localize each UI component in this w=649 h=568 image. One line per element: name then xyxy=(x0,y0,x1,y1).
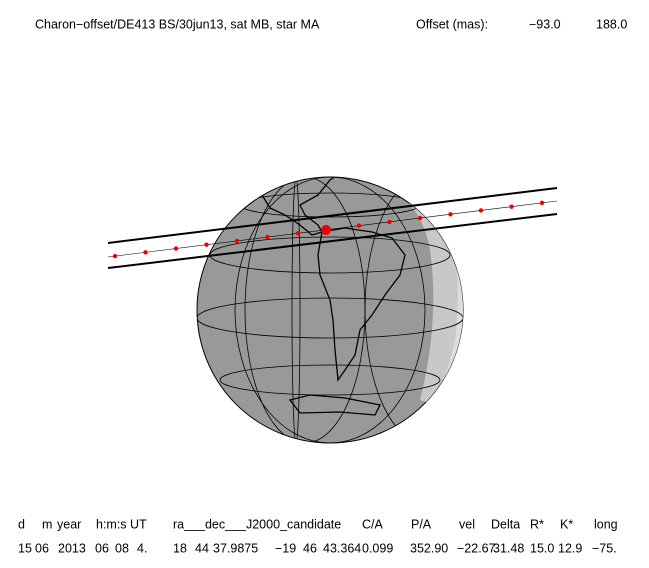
center-point xyxy=(143,250,148,255)
column-header: Delta xyxy=(491,517,520,531)
offset-value: 188.0 xyxy=(596,17,627,31)
center-point xyxy=(417,215,423,221)
table-cell: −19 xyxy=(275,541,296,555)
closest-point xyxy=(321,225,331,235)
table-cell: 0.099 xyxy=(362,541,393,555)
table-cell: 12.9 xyxy=(558,541,582,555)
center-point xyxy=(234,238,240,244)
table-cell: 31.48 xyxy=(493,541,524,555)
center-point xyxy=(173,246,179,251)
center-point xyxy=(295,231,301,236)
table-cell: 06 xyxy=(35,541,49,555)
table-cell: 352.90 xyxy=(410,541,448,555)
column-header: ra___dec___J2000_candidate xyxy=(173,517,341,531)
offset-label: Offset (mas): xyxy=(416,17,488,31)
column-header: h:m:s UT xyxy=(96,517,147,531)
table-cell: 46 xyxy=(303,541,317,555)
column-header: R* xyxy=(530,517,544,531)
column-header: K* xyxy=(560,517,573,531)
center-point xyxy=(539,200,545,206)
center-points xyxy=(112,200,545,259)
offset-value: −93.0 xyxy=(529,17,561,31)
table-cell: 18 xyxy=(173,541,187,555)
table-cell: 15 xyxy=(18,541,32,555)
center-point xyxy=(265,234,270,240)
table-cell: −75. xyxy=(592,541,617,555)
center-point xyxy=(448,212,453,217)
column-header: year xyxy=(57,517,81,531)
column-header: long xyxy=(594,517,618,531)
table-cell: 06 xyxy=(95,541,109,555)
column-header: m xyxy=(42,517,52,531)
event-table: d m year h:m:s UT ra___dec___J2000_candidate… xyxy=(18,517,618,555)
path-limit xyxy=(107,187,558,244)
center-point xyxy=(112,253,118,259)
center-point xyxy=(356,223,362,228)
table-cell: 15.0 xyxy=(530,541,554,555)
table-cell: 2013 xyxy=(58,541,86,555)
center-point xyxy=(204,242,209,247)
table-cell: −22.67 xyxy=(457,541,496,555)
path-limit xyxy=(107,213,558,269)
column-header: d xyxy=(18,517,25,531)
table-cell: 08 xyxy=(115,541,129,555)
column-header: vel xyxy=(459,517,475,531)
table-cell: 37.9875 xyxy=(213,541,258,555)
title: Charon−offset/DE413 BS/30jun13, sat MB, … xyxy=(35,17,320,31)
center-point xyxy=(478,208,484,213)
table-cell: 43.364 xyxy=(323,541,361,555)
column-header: C/A xyxy=(362,517,384,531)
column-header: P/A xyxy=(411,517,432,531)
globe xyxy=(196,176,464,444)
table-cell: 4. xyxy=(137,541,147,555)
table-cell: 44 xyxy=(195,541,209,555)
center-point xyxy=(509,204,514,209)
center-point xyxy=(387,219,392,225)
